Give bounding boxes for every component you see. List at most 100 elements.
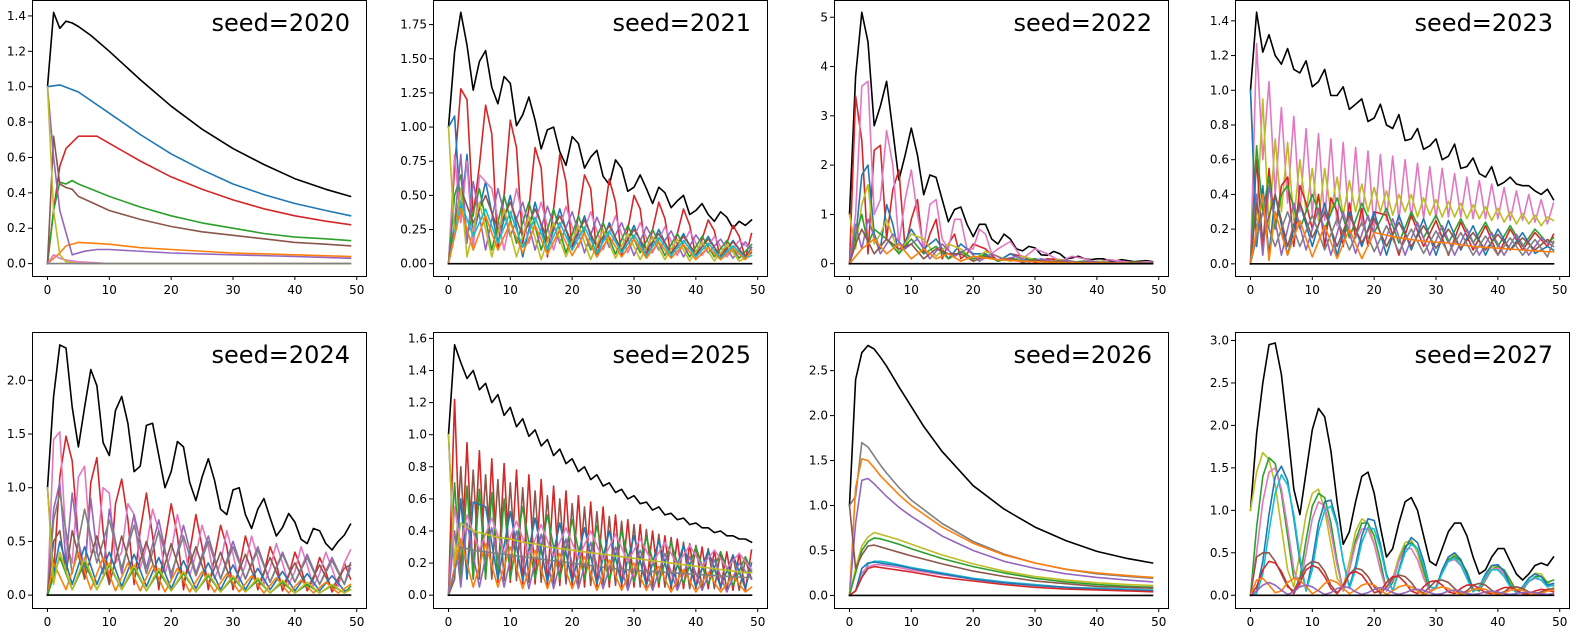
series-line-3 [848,80,1154,265]
y-tick-label: 0.0 [1210,257,1229,271]
x-tick-label: 0 [1247,615,1255,629]
axes-frame [1235,0,1570,277]
y-tick-label: 0.0 [7,257,26,271]
panel-title: seed=2024 [212,341,350,369]
panel-title: seed=2026 [1014,341,1152,369]
series-line-3 [46,135,352,265]
y-tick-label: 0.25 [400,223,427,237]
series-line-7 [46,85,352,260]
x-tick-label: 30 [1428,615,1443,629]
y-tick-label: 1.5 [7,427,26,441]
y-tick-label: 1.4 [7,9,26,23]
y-tick-label: 1.2 [408,396,427,410]
x-tick-label: 0 [44,615,52,629]
series-line-4 [447,481,753,597]
panel-title: seed=2021 [613,9,751,37]
series-line-2 [46,84,352,217]
x-tick-label: 0 [44,283,52,297]
y-tick-label: 0.6 [1210,153,1229,167]
panel-title: seed=2020 [212,9,350,37]
y-tick-label: 0.0 [809,588,828,602]
x-tick-label: 10 [503,283,518,297]
y-tick-label: 5 [820,10,828,24]
y-tick-label: 4 [820,60,828,74]
series-line-7 [46,486,352,592]
series-line-10 [447,208,753,265]
subplot-1: 0 10 20 30 40 50 0.0 0.2 0.4 0.6 0.8 1.0 1.2 1.4 seed=… [7,0,367,297]
y-tick-label: 2.0 [809,409,828,423]
x-tick-label: 50 [750,283,765,297]
series-line-5 [46,135,352,265]
y-tick-label: 0.2 [1210,222,1229,236]
x-tick-label: 0 [846,283,854,297]
y-tick-label: 0.5 [809,543,828,557]
y-tick-label: 1.0 [1210,83,1229,97]
series-group [447,343,753,597]
series-line-4 [848,477,1154,597]
y-tick-label: 1.25 [400,86,427,100]
x-tick-label: 30 [626,615,641,629]
series-line-3 [1249,89,1555,230]
series-line-5 [46,492,352,596]
y-tick-label: 1.4 [408,364,427,378]
series-line-2 [1249,42,1555,265]
x-tick-label: 50 [1552,283,1567,297]
series-line-1 [46,11,352,198]
x-tick-label: 40 [287,283,302,297]
axes-frame [834,0,1169,277]
series-line-1 [447,11,753,229]
y-tick-label: 0.6 [7,150,26,164]
series-line-10 [848,561,1154,597]
series-line-5 [848,184,1154,265]
x-tick-label: 20 [1367,615,1382,629]
y-tick-label: 1.4 [1210,14,1229,28]
series-line-4 [46,179,352,265]
y-tick-label: 1.6 [408,331,427,345]
y-tick-label: 0.6 [408,492,427,506]
y-tick-label: 3 [820,109,828,123]
series-line-6 [46,529,352,596]
subplot-5: 0 10 20 30 40 50 0.0 0.5 1.0 1.5 2.0 seed=2024 [7,332,367,629]
y-tick-label: 1.0 [7,481,26,495]
axes-frame [834,332,1169,609]
axes-frame [433,0,768,277]
series-line-6 [1249,473,1555,597]
panel-title: seed=2023 [1415,9,1553,37]
series-group [848,344,1154,597]
series-line-7 [447,522,753,597]
x-tick-label: 10 [904,283,919,297]
y-tick-label: 1.00 [400,120,427,134]
y-tick-label: 2.0 [1210,418,1229,432]
x-tick-label: 40 [688,615,703,629]
y-tick-label: 0.0 [7,588,26,602]
series-group [1249,342,1555,597]
y-tick-label: 1.0 [7,80,26,94]
y-tick-label: 1.5 [809,454,828,468]
x-tick-label: 40 [1089,283,1104,297]
y-tick-label: 0.4 [7,186,26,200]
subplot-2: 0 10 20 30 40 50 0.00 0.25 0.50 0.75 1.00 1.25 1.50 1… [400,0,768,297]
y-tick-label: 0 [820,257,828,271]
series-group [46,344,352,597]
series-line-5 [848,531,1154,597]
series-line-1 [46,344,352,551]
x-tick-label: 0 [1247,283,1255,297]
series-line-3 [447,465,753,597]
series-group [46,11,352,265]
y-tick-label: 2.5 [1210,376,1229,390]
y-tick-label: 1.75 [400,18,427,32]
x-tick-label: 10 [904,615,919,629]
y-tick-label: 0.00 [400,257,427,271]
x-tick-label: 50 [349,615,364,629]
subplot-3: 0 10 20 30 40 50 0 1 2 3 4 5 seed=2022 [820,0,1169,297]
axes-frame [1235,332,1570,609]
y-tick-label: 1 [820,207,828,221]
series-line-11 [848,565,1154,597]
x-tick-label: 20 [1367,283,1382,297]
y-tick-label: 0.8 [1210,118,1229,132]
subplot-8: 0 10 20 30 40 50 0.0 0.5 1.0 1.5 2.0 2.5 3.0 seed=202… [1210,332,1570,629]
y-tick-label: 0.5 [7,534,26,548]
x-tick-label: 40 [1490,283,1505,297]
series-line-9 [447,201,753,265]
panel-title: seed=2025 [613,341,751,369]
